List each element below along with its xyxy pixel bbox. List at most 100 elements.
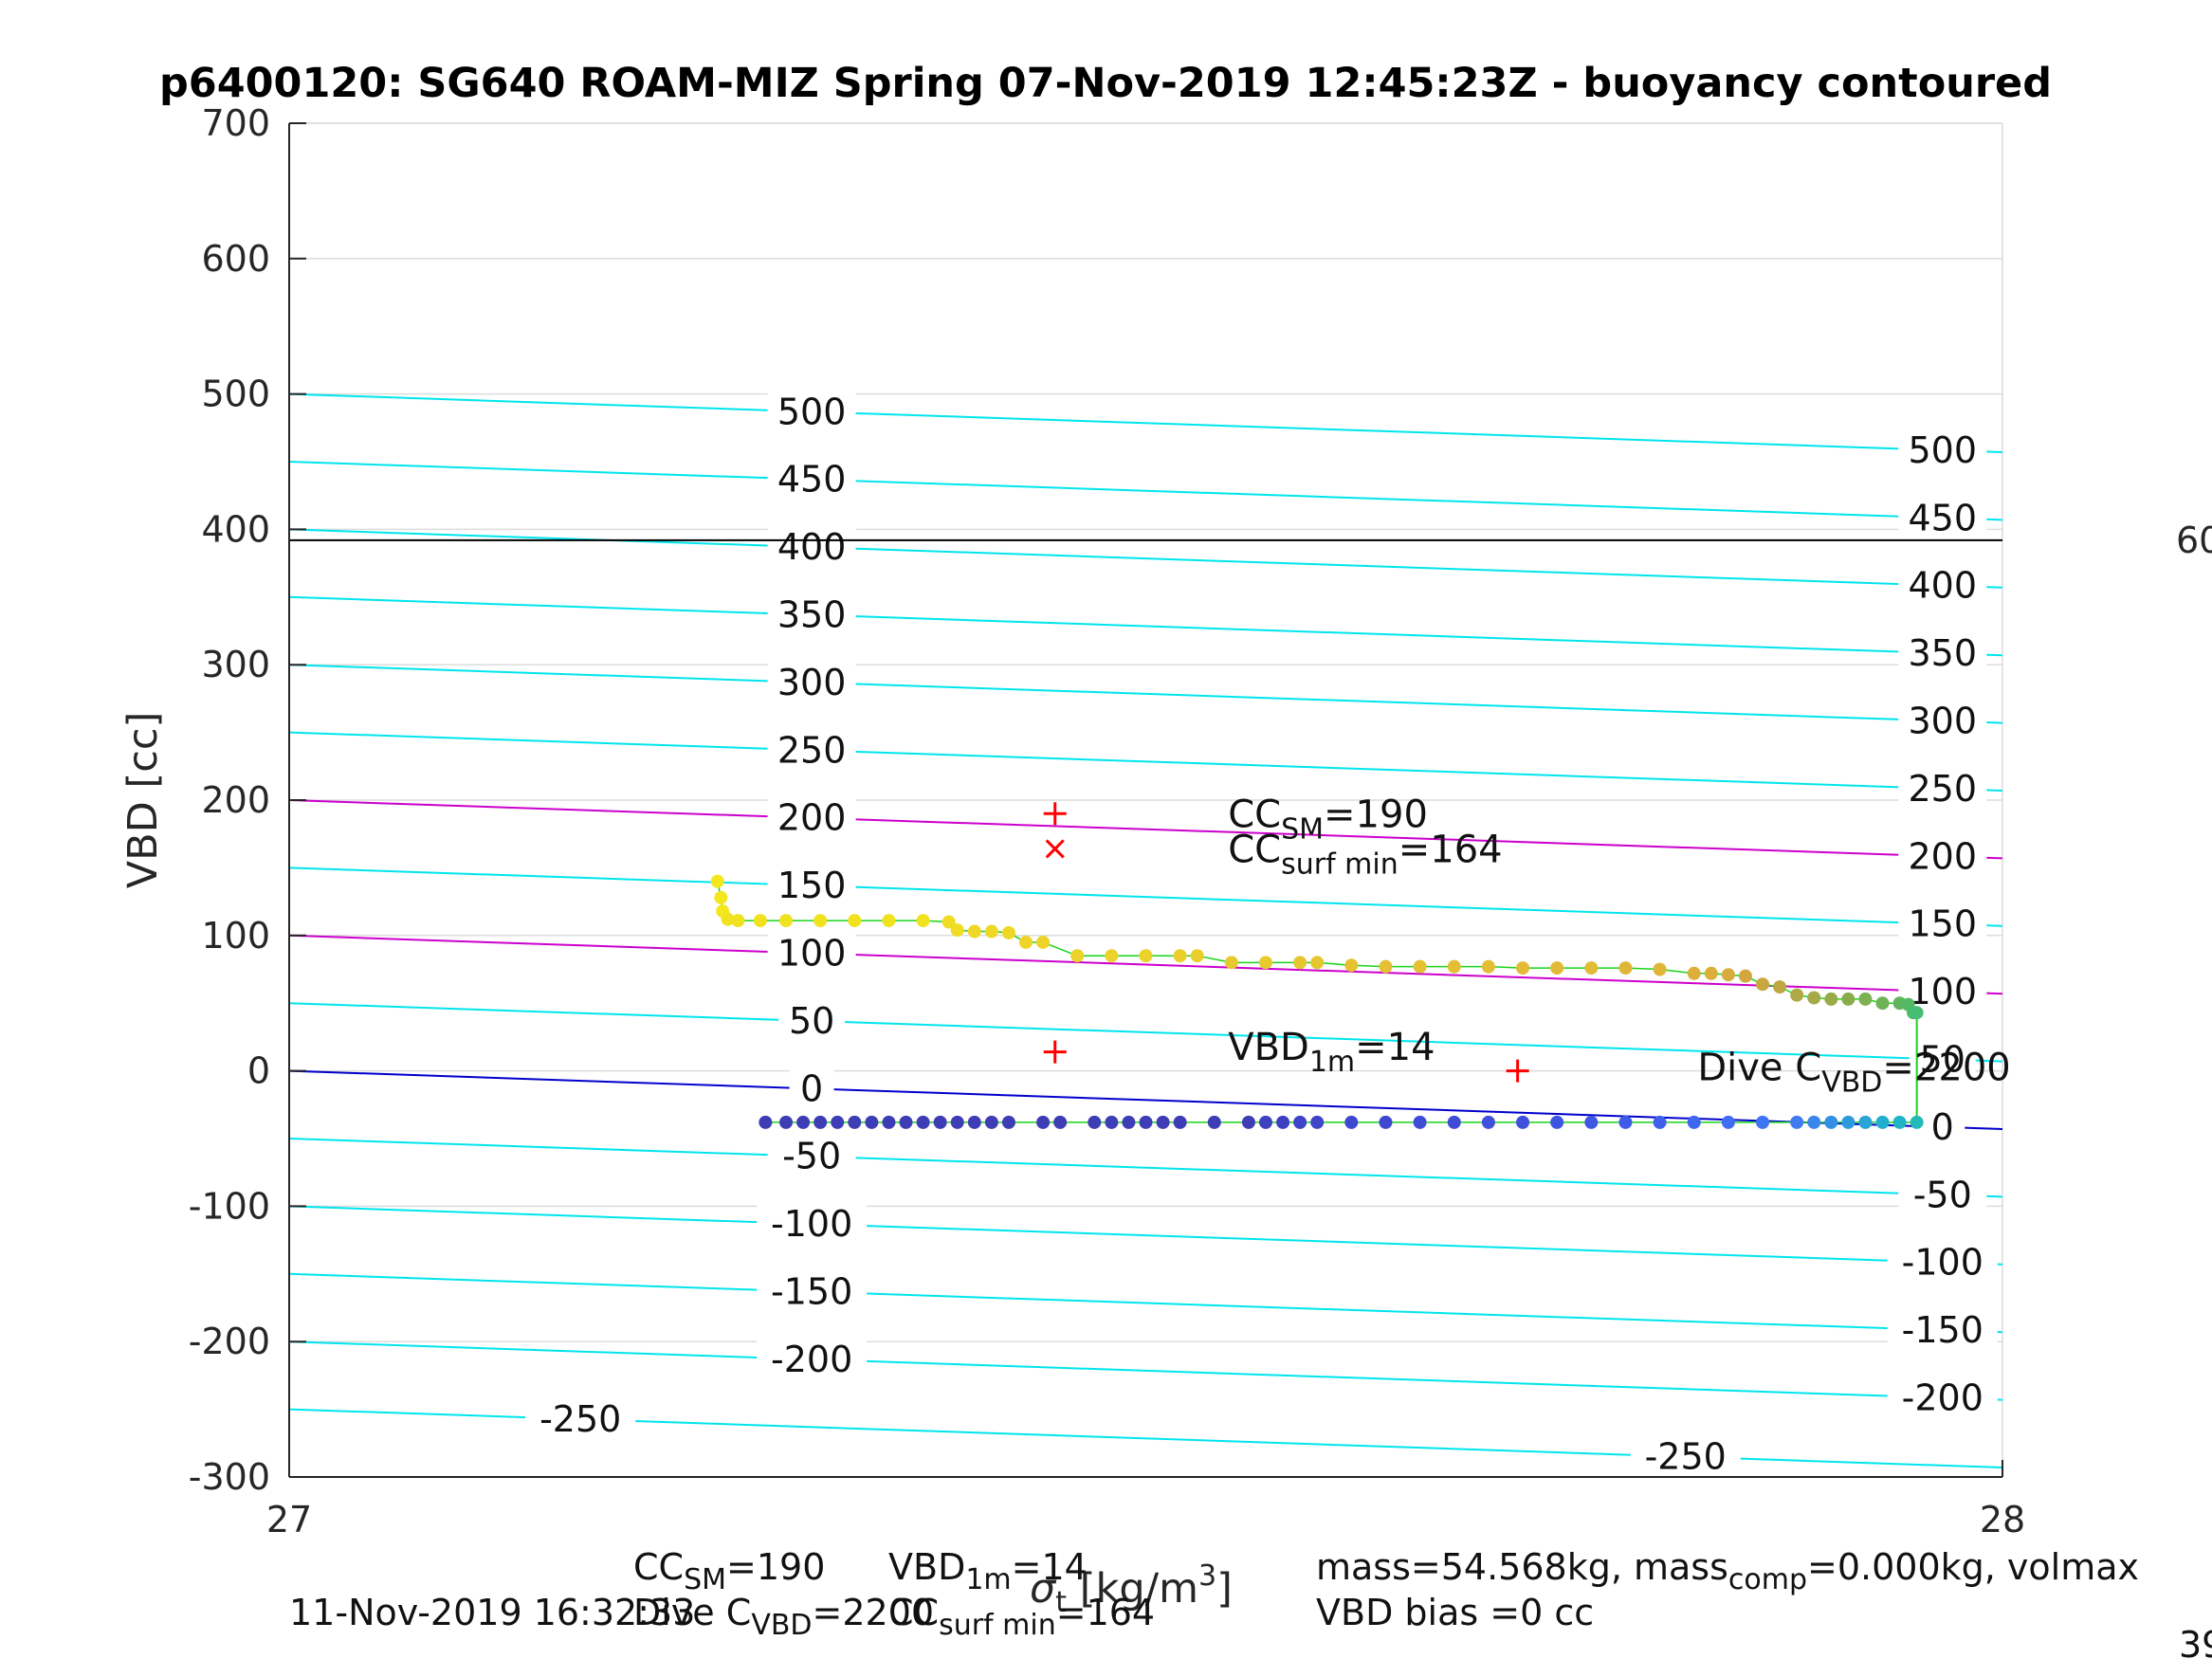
- contour-label-left--150: -150: [771, 1271, 852, 1313]
- dive-point-28: [1310, 1115, 1325, 1129]
- dive-point-34: [1516, 1115, 1530, 1129]
- contour-label-bg-right-300: [1898, 700, 1987, 742]
- y-tick-label-4: 100: [201, 915, 270, 957]
- contour-label-bg-left-0: [789, 1067, 834, 1110]
- contour-label-left--50: -50: [782, 1136, 841, 1177]
- footer-mass-sub: comp: [1728, 1563, 1807, 1596]
- dive-point-16: [1053, 1115, 1068, 1129]
- climb-point-25: [1293, 956, 1307, 970]
- y-tick-label-10: 700: [201, 102, 270, 144]
- climb-point-35: [1618, 961, 1633, 975]
- contour-label-left-0: 0: [800, 1067, 823, 1109]
- marker-2: [1043, 1040, 1067, 1064]
- contour-label-right-150: 150: [1908, 903, 1977, 945]
- dive-point-31: [1413, 1115, 1427, 1129]
- dive-point-10: [933, 1115, 947, 1129]
- contour-label-left--200: -200: [771, 1339, 852, 1380]
- dive-point-36: [1584, 1115, 1599, 1129]
- footer-corner-text: 39: [2179, 1624, 2212, 1659]
- climb-point-41: [1756, 977, 1770, 992]
- annotation-1-sub: surf min: [1281, 848, 1398, 881]
- footer-vbd-1m-value: =14: [1012, 1546, 1088, 1588]
- contour-label-bg-left-400: [767, 526, 856, 569]
- contour-line-350: [288, 595, 2003, 657]
- contour-label-bg-left-500: [767, 391, 856, 433]
- footer-dive-cvbd-main: Dive C: [633, 1592, 751, 1633]
- contour-label-left-150: 150: [777, 865, 847, 906]
- contour-line--100: [288, 1205, 2003, 1266]
- contour-label-bg-right-250: [1898, 767, 1987, 810]
- contour-line-450: [288, 461, 2003, 521]
- contour-label-bg-left--250: [525, 1398, 636, 1441]
- footer-vbd-bias: VBD bias =0 cc: [1316, 1592, 1594, 1633]
- dive-point-19: [1122, 1115, 1136, 1129]
- reference-line-label: 60: [2176, 520, 2212, 561]
- climb-point-17: [1036, 935, 1051, 949]
- contour-label-bg-left-350: [767, 593, 856, 636]
- climb-point-4: [731, 914, 745, 928]
- y-tick-label-0: -300: [189, 1456, 270, 1498]
- climb-point-42: [1773, 980, 1787, 994]
- climb-point-52: [1910, 1006, 1924, 1020]
- contour-label-left-100: 100: [777, 933, 847, 975]
- climb-point-24: [1258, 956, 1272, 970]
- contour-line--50: [288, 1138, 2003, 1198]
- contour-line-50: [288, 1002, 2003, 1063]
- contour-label-bg-left-50: [778, 999, 846, 1042]
- contour-label-right-350: 350: [1908, 632, 1977, 674]
- climb-point-40: [1738, 969, 1752, 983]
- annotation-3: Dive CVBD=2200: [1697, 1046, 2010, 1099]
- dive-point-30: [1379, 1115, 1393, 1129]
- dive-point-4: [831, 1115, 845, 1129]
- contour-label-bg-right-350: [1898, 632, 1987, 675]
- dive-point-3: [814, 1115, 828, 1129]
- annotation-1: CCsurf min=164: [1228, 828, 1502, 881]
- grid: [289, 122, 2003, 1478]
- x-tick-label-1: 28: [1980, 1499, 2025, 1540]
- contour-line-250: [288, 731, 2003, 793]
- dive-point-26: [1276, 1115, 1290, 1129]
- contour-label-right-0: 0: [1931, 1106, 1954, 1148]
- x-axis-label: σt [kg/m3]: [1030, 1559, 1233, 1619]
- climb-point-45: [1824, 992, 1838, 1006]
- footer-cc-surf-min: CCsurf min=164: [888, 1592, 1155, 1642]
- dive-point-0: [759, 1115, 773, 1129]
- contour-label-bg-left-450: [767, 458, 856, 501]
- contour-label-bg-left-100: [767, 932, 856, 975]
- x-tick-label-0: 27: [266, 1499, 312, 1540]
- annotation-2: VBD1m=14: [1228, 1026, 1435, 1079]
- footer-mass-main: mass=54.568kg, mass: [1316, 1546, 1728, 1588]
- contour-label-right--50: -50: [1913, 1174, 1972, 1215]
- contour-label-bg-right-450: [1898, 497, 1987, 539]
- contour-line-0: [288, 1069, 2003, 1131]
- marker-3: [1506, 1059, 1529, 1083]
- climb-point-0: [710, 874, 724, 888]
- climb-point-47: [1858, 992, 1873, 1006]
- contour-label-bg-left-150: [767, 865, 856, 907]
- dive-point-18: [1105, 1115, 1119, 1129]
- dive-point-43: [1807, 1115, 1821, 1129]
- contour-label-left--100: -100: [771, 1203, 852, 1245]
- climb-point-3: [721, 912, 735, 926]
- y-tick-label-7: 400: [201, 508, 270, 550]
- x-axis-label-main: σ: [1030, 1565, 1057, 1613]
- y-tick-label-8: 500: [201, 374, 270, 415]
- y-tick-label-2: -100: [189, 1185, 270, 1227]
- contour-label-right-500: 500: [1908, 429, 1977, 471]
- contour-label-bg-left--200: [757, 1338, 868, 1380]
- dive-point-14: [1001, 1115, 1015, 1129]
- contour-labels: -250 -250 -200 -200 -150 -150 -100 -100 -50 -50 0 0…: [525, 391, 1998, 1478]
- dive-point-32: [1447, 1115, 1461, 1129]
- climb-point-46: [1841, 992, 1856, 1006]
- contour-label-bg-right--50: [1898, 1174, 1987, 1216]
- marker-1-d2: [1045, 839, 1065, 859]
- contour-label-right--150: -150: [1902, 1309, 1983, 1351]
- contour-label-bg-right-50: [1909, 1038, 1976, 1081]
- y-tick-label-3: 0: [247, 1050, 270, 1092]
- dive-point-38: [1653, 1115, 1667, 1129]
- y-ticks: -300 -200 -100 0 100 200 300 400 500 600 700: [189, 102, 306, 1498]
- red-markers: [1043, 802, 1529, 1083]
- annotation-0-value: =190: [1324, 793, 1428, 836]
- dive-point-49: [1910, 1115, 1924, 1129]
